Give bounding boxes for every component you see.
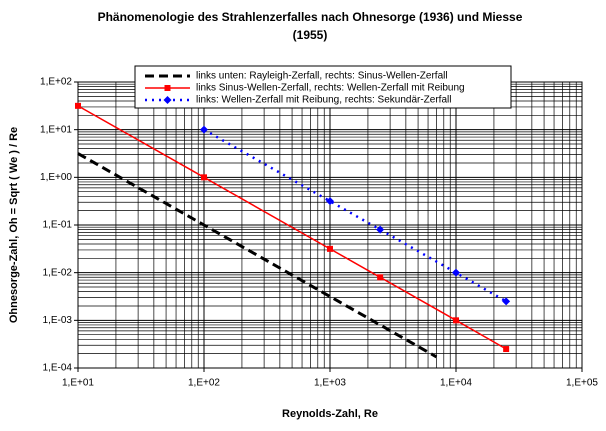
y-axis-label: Ohnesorge-Zahl, Oh = Sqrt ( We ) / Re [8, 127, 20, 323]
marker [502, 297, 511, 306]
marker [201, 174, 207, 181]
y-tick-label: 1,E-04 [43, 363, 73, 374]
y-tick-label: 1,E-03 [43, 315, 73, 326]
y-tick-label: 1,E-01 [43, 220, 73, 231]
y-tick-label: 1,E+01 [40, 124, 72, 135]
x-tick-label: 1,E+01 [62, 378, 94, 389]
marker [327, 245, 333, 252]
plot [75, 102, 511, 359]
marker [200, 125, 208, 134]
series-line [77, 152, 438, 359]
x-tick-label: 1,E+05 [566, 378, 598, 389]
marker [164, 85, 171, 91]
legend: links unten: Rayleigh-Zerfall, rechts: S… [134, 65, 512, 109]
marker [452, 268, 460, 277]
marker [75, 102, 81, 109]
series-line [77, 105, 507, 350]
legend-label: links unten: Rayleigh-Zerfall, rechts: S… [196, 71, 448, 82]
marker [326, 197, 334, 206]
y-tick-label: 1,E+02 [40, 77, 72, 88]
grid [74, 81, 583, 372]
marker [503, 346, 510, 353]
y-tick-label: 1,E-02 [43, 267, 73, 278]
y-tick-label: 1,E+00 [40, 172, 72, 183]
marker [376, 225, 385, 234]
legend-box [134, 65, 512, 109]
legend-label: links: Wellen-Zerfall mit Reibung, recht… [196, 95, 451, 106]
x-tick-label: 1,E+02 [188, 378, 220, 389]
marker [453, 317, 459, 324]
chart-title: (1955) [293, 28, 328, 42]
x-axis-label: Reynolds-Zahl, Re [282, 408, 378, 420]
legend-label: links Sinus-Wellen-Zerfall, rechts: Well… [196, 83, 465, 94]
marker [377, 274, 384, 281]
series-line [203, 128, 507, 303]
marker [163, 96, 172, 104]
chart-title: Phänomenologie des Strahlenzerfalles nac… [98, 10, 523, 24]
x-tick-label: 1,E+04 [440, 378, 472, 389]
x-tick-label: 1,E+03 [314, 378, 346, 389]
